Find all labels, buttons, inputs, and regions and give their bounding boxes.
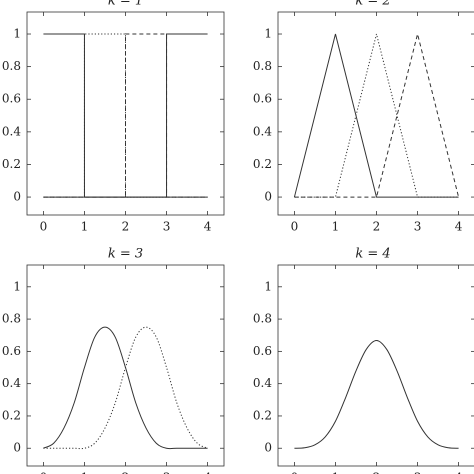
x-tick-label: 1: [332, 471, 340, 474]
y-tick-label: 0.6: [2, 92, 21, 106]
y-tick-label: 0.2: [2, 157, 21, 171]
x-tick-label: 4: [204, 471, 212, 474]
y-tick-label: 0.8: [2, 312, 21, 326]
plot-frame: [277, 11, 474, 216]
x-tick-label: 0: [291, 220, 299, 234]
x-tick-label: 3: [414, 220, 422, 234]
x-tick-label: 1: [81, 471, 89, 474]
y-tick-label: 0.8: [2, 59, 21, 73]
x-tick-label: 2: [373, 220, 381, 234]
y-tick-label: 0.4: [253, 124, 272, 138]
chart-title: k = 1: [108, 0, 143, 9]
y-tick-label: 0.8: [253, 312, 272, 326]
chart-title: k = 2: [355, 0, 390, 9]
y-tick-label: 0.6: [253, 344, 272, 358]
series-line: [294, 340, 459, 449]
y-tick-label: 1: [264, 27, 272, 41]
chart-title: k = 4: [355, 247, 390, 262]
x-tick-label: 1: [81, 220, 89, 234]
x-tick-label: 2: [122, 471, 130, 474]
series-line: [294, 33, 460, 198]
x-tick-label: 2: [373, 471, 381, 474]
x-tick-label: 0: [291, 471, 299, 474]
x-tick-label: 3: [163, 471, 171, 474]
y-tick-label: 0.2: [2, 408, 21, 422]
plot-frame: [277, 264, 474, 467]
plot-frame: [26, 264, 225, 467]
y-tick-label: 0.6: [2, 344, 21, 358]
x-tick-label: 1: [332, 220, 340, 234]
x-tick-label: 4: [455, 471, 463, 474]
chart-title: k = 3: [108, 247, 143, 262]
y-tick-label: 1: [13, 27, 21, 41]
y-tick-label: 1: [13, 279, 21, 293]
x-tick-label: 3: [414, 471, 422, 474]
y-tick-label: 0.6: [253, 92, 272, 106]
x-tick-label: 3: [163, 220, 171, 234]
series-line: [294, 33, 459, 198]
x-tick-label: 2: [122, 220, 130, 234]
y-tick-label: 0.4: [2, 124, 21, 138]
y-tick-label: 0: [264, 441, 272, 455]
series-line: [43, 326, 208, 450]
y-tick-label: 0.2: [253, 408, 272, 422]
x-tick-label: 0: [40, 220, 48, 234]
y-tick-label: 0.2: [253, 157, 272, 171]
y-tick-label: 0: [13, 190, 21, 204]
y-tick-label: 0: [13, 441, 21, 455]
y-tick-label: 0.8: [253, 59, 272, 73]
series-line: [293, 33, 459, 198]
x-tick-label: 4: [455, 220, 463, 234]
y-tick-label: 0: [264, 190, 272, 204]
y-tick-label: 1: [264, 279, 272, 293]
series-line: [43, 326, 208, 450]
x-tick-label: 4: [204, 220, 212, 234]
y-tick-label: 0.4: [253, 376, 272, 390]
series-line: [43, 33, 208, 198]
series-line: [43, 33, 208, 198]
series-line: [43, 33, 208, 198]
x-tick-label: 0: [40, 471, 48, 474]
y-tick-label: 0.4: [2, 376, 21, 390]
